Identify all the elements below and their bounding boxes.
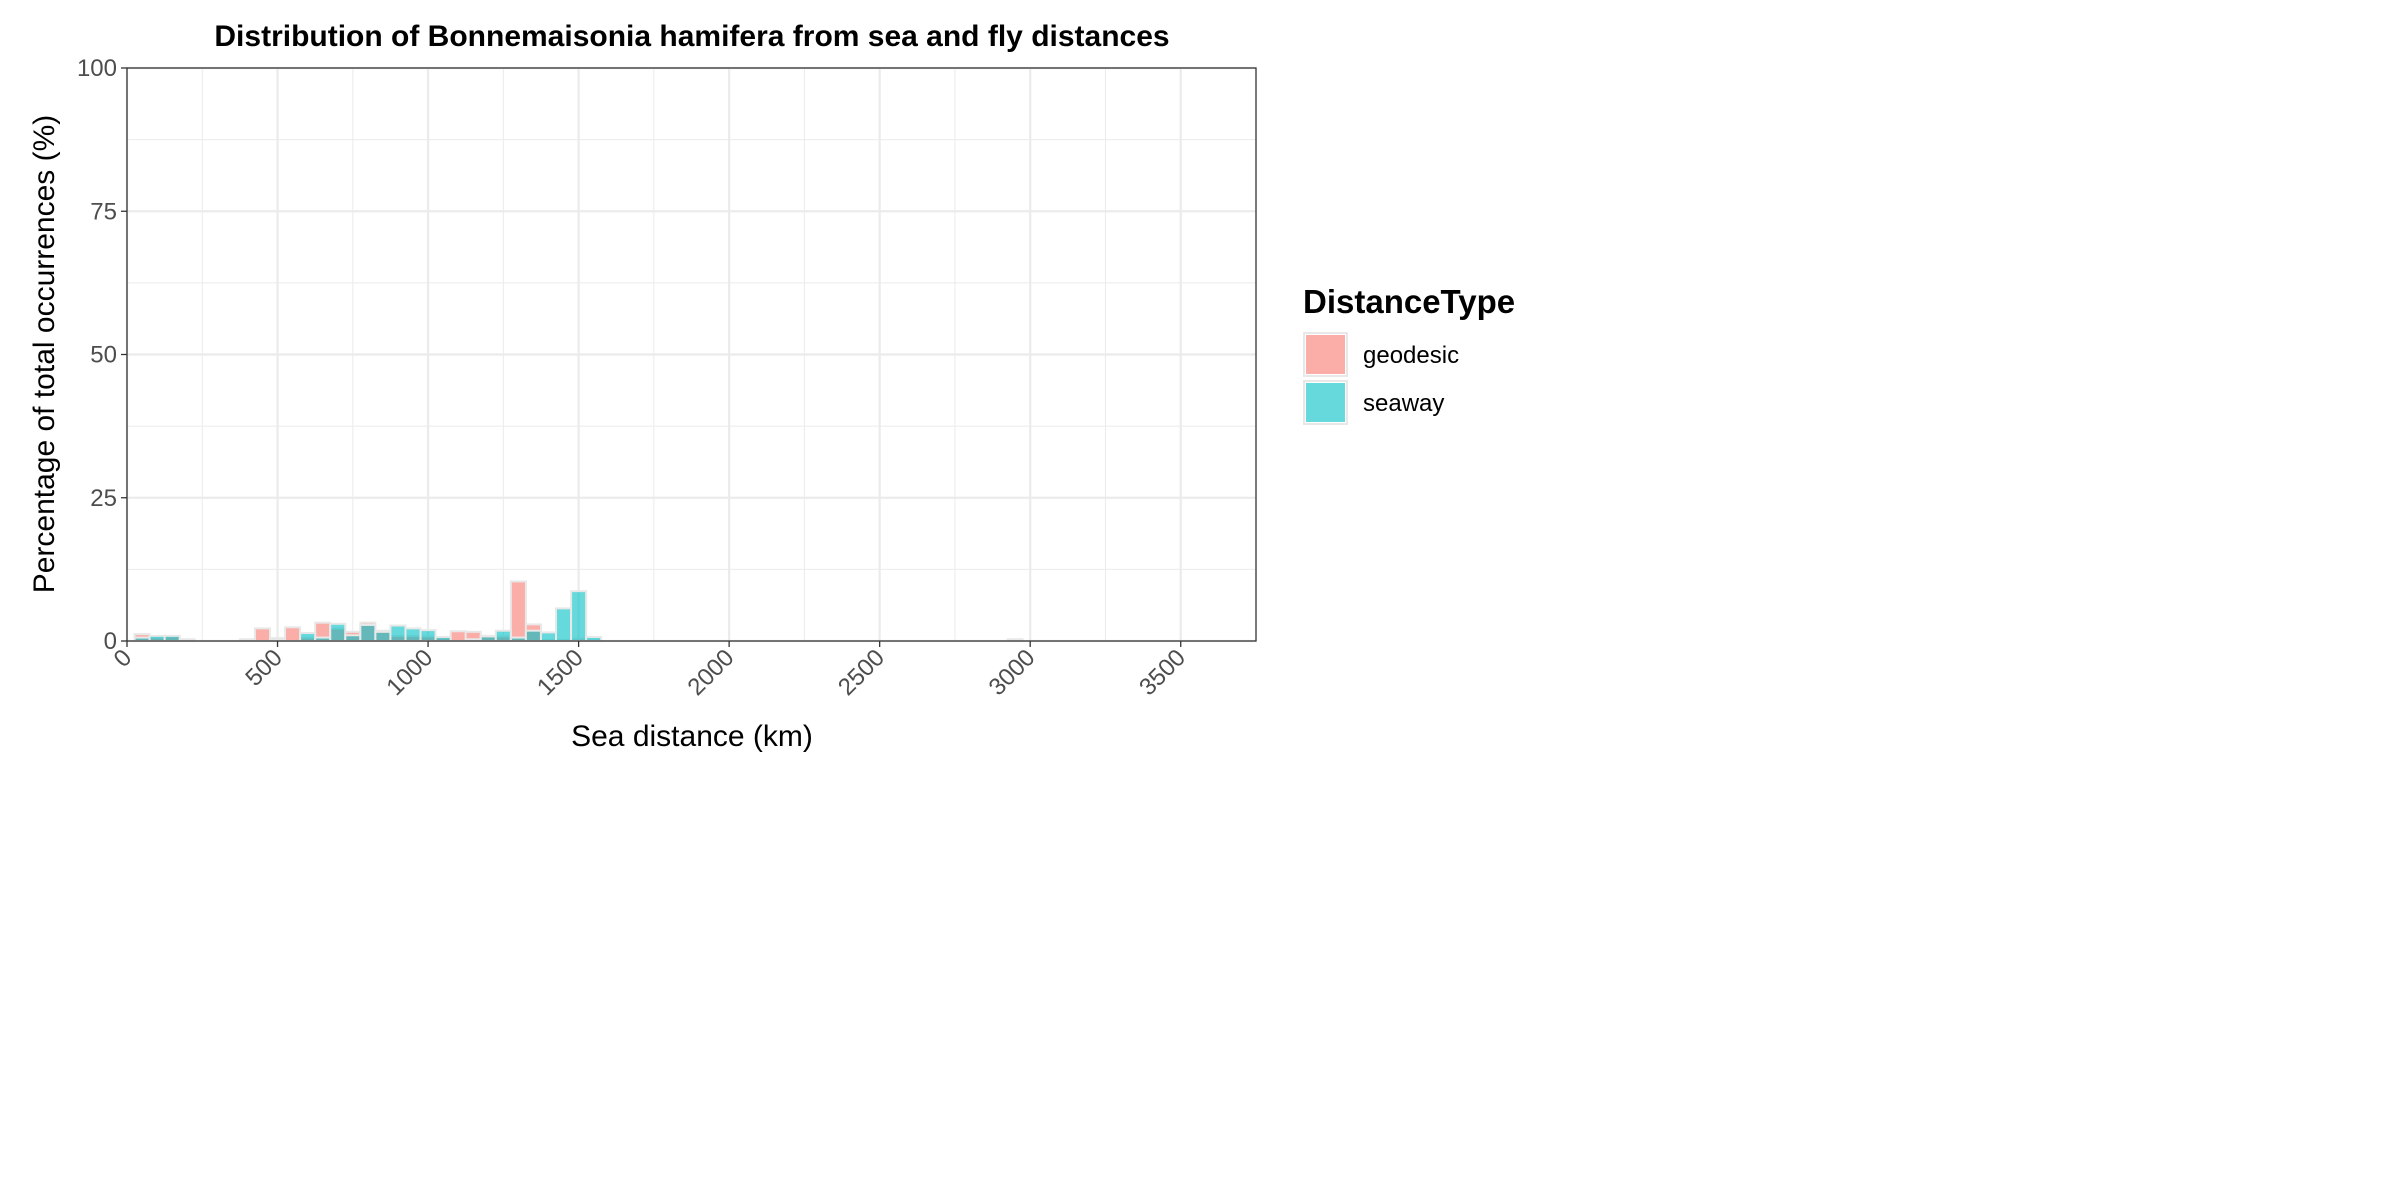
bar-seaway [299, 631, 317, 643]
x-tick-label: 0 [109, 644, 138, 673]
plot-panel [125, 66, 1257, 643]
bar-geodesic [253, 627, 272, 642]
x-tick-label: 3000 [984, 644, 1041, 701]
x-tick-label: 1000 [381, 644, 438, 701]
x-tick-label: 1500 [532, 644, 589, 701]
chart-canvas: Distribution of Bonnemaisonia hamifera f… [28, 20, 1515, 753]
y-tick-label: 75 [90, 198, 117, 225]
bar-seaway [404, 627, 422, 642]
bar-geodesic [284, 626, 302, 642]
x-tick-label: 3500 [1134, 644, 1191, 701]
y-tick-label: 0 [104, 628, 117, 655]
bars [133, 580, 1024, 643]
x-axis-title: Sea distance (km) [571, 720, 813, 753]
y-tick-label: 25 [90, 485, 117, 512]
chart-title: Distribution of Bonnemaisonia hamifera f… [214, 20, 1169, 53]
bar-seaway [359, 623, 377, 642]
bar-seaway [479, 635, 497, 643]
legend-label-geodesic: geodesic [1363, 342, 1459, 369]
bar-geodesic [449, 630, 467, 642]
bar-seaway [524, 629, 542, 642]
legend-key-seaway [1306, 383, 1345, 422]
bar-seaway [148, 634, 166, 643]
grid-lines [125, 66, 1256, 643]
y-tick-label: 100 [77, 55, 117, 82]
legend-label-seaway: seaway [1363, 390, 1444, 417]
y-tick-label: 50 [90, 342, 117, 369]
bar-seaway [389, 624, 407, 642]
bar-seaway [344, 634, 362, 643]
bar-seaway [163, 634, 181, 643]
bar-seaway [374, 630, 392, 642]
bar-seaway [555, 607, 573, 642]
x-tick-label: 2000 [683, 644, 740, 701]
bar-seaway [419, 629, 437, 642]
bar-seaway [570, 590, 588, 642]
bar-seaway [494, 629, 512, 642]
y-axis-title: Percentage of total occurrences (%) [28, 115, 61, 594]
x-tick-label: 500 [240, 644, 287, 691]
bar-geodesic [509, 580, 527, 643]
legend-key-geodesic [1306, 335, 1345, 374]
legend-items: geodesic seaway [1303, 332, 1459, 425]
bar-seaway [329, 622, 347, 642]
bar-seaway [539, 631, 558, 643]
legend-title: DistanceType [1303, 283, 1515, 320]
x-tick-label: 2500 [833, 644, 890, 701]
legend: DistanceType geodesic seaway [1303, 283, 1515, 425]
